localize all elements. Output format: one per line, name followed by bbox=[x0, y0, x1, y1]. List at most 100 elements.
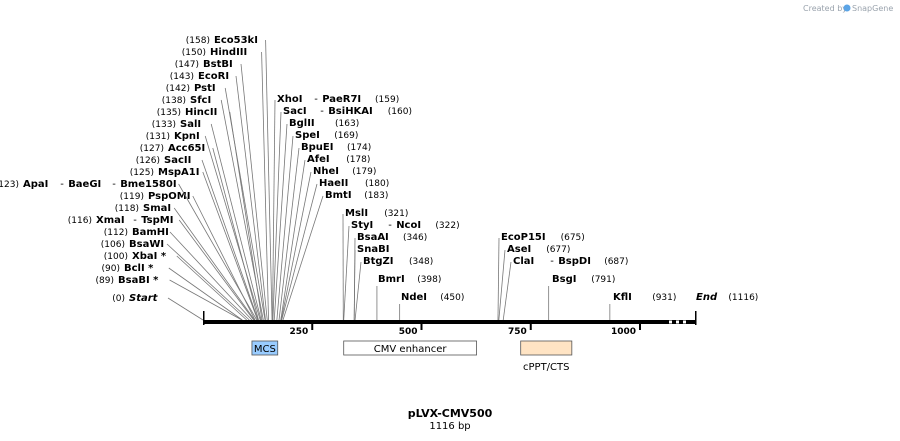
site-leader-line bbox=[201, 159, 259, 321]
site-position: (118) bbox=[115, 204, 139, 214]
site-position: (100) bbox=[104, 252, 128, 262]
site-name: SpeI bbox=[295, 130, 320, 141]
credit-prefix: Created by bbox=[803, 4, 847, 13]
site-position: (131) bbox=[146, 132, 170, 142]
site-name: NcoI bbox=[396, 220, 421, 231]
site-name: SalI bbox=[180, 119, 201, 130]
site-leader-line bbox=[166, 243, 250, 321]
ruler-tick-750 bbox=[529, 324, 532, 330]
site-start: (0) Start bbox=[112, 293, 204, 321]
site-name: KflI bbox=[613, 292, 632, 303]
site-leader-line bbox=[169, 231, 253, 321]
plasmid-length: 1116 bp bbox=[429, 421, 470, 432]
site-position: (90) bbox=[102, 264, 120, 274]
site-name: BclI * bbox=[124, 263, 154, 274]
site-name: BpuEI bbox=[301, 142, 333, 153]
site-name: TspMI bbox=[141, 215, 173, 226]
site-leader-line bbox=[273, 123, 288, 321]
site-position: (0) bbox=[112, 294, 125, 304]
site-position: (119) bbox=[120, 192, 144, 202]
ruler-tick-label-750: 750 bbox=[508, 327, 527, 337]
ruler-tick-1000 bbox=[639, 324, 641, 330]
site-kpni: (131) KpnI bbox=[146, 131, 261, 321]
site-name: SacI bbox=[283, 106, 307, 117]
site-name: Eco53kI bbox=[214, 35, 258, 46]
site-name: BmrI bbox=[378, 274, 405, 285]
site-name: ClaI bbox=[513, 256, 534, 267]
backbone-right-end bbox=[695, 311, 697, 325]
site-bmti: BmtI (183) bbox=[282, 190, 388, 321]
site-position: (116) bbox=[68, 216, 92, 226]
ruler-tick-label-500: 500 bbox=[399, 327, 418, 337]
site-apai: (123)ApaI-BaeGI-Bme1580I bbox=[0, 179, 258, 321]
site-saci: SacI - BsiHKAI (160) bbox=[272, 106, 412, 321]
site-bglii: BglII (163) bbox=[273, 118, 359, 321]
site-sali: (133) SalI bbox=[152, 119, 262, 321]
site-name: SnaBI bbox=[357, 244, 389, 255]
site-position: (1116) bbox=[728, 293, 758, 303]
site-position: (398) bbox=[417, 275, 441, 285]
site-position: (106) bbox=[101, 240, 125, 250]
site-position: (125) bbox=[130, 168, 154, 178]
feature-cmv-enhancer bbox=[343, 340, 477, 356]
site-name: HincII bbox=[185, 107, 217, 118]
site-leader-line bbox=[178, 219, 255, 321]
sequence-backbone bbox=[203, 311, 697, 325]
site-name: BsaBI * bbox=[118, 275, 159, 286]
site-sfci: (138) SfcI bbox=[162, 95, 264, 321]
site-separator: - bbox=[320, 106, 324, 117]
site-name: BmtI bbox=[325, 190, 352, 201]
site-kfli: KflI (931) bbox=[609, 292, 676, 320]
site-smai: (118) SmaI bbox=[115, 203, 255, 321]
site-position: (169) bbox=[334, 131, 358, 141]
site-name: XhoI bbox=[277, 94, 302, 105]
site-bsgi: BsgI (791) bbox=[548, 274, 615, 320]
site-position: (123) bbox=[0, 180, 19, 190]
site-leader-line bbox=[276, 135, 294, 321]
site-leader-line bbox=[204, 135, 261, 321]
site-position: (791) bbox=[591, 275, 615, 285]
site-acc65i: (127) Acc65I bbox=[140, 143, 259, 321]
site-leader-line bbox=[280, 171, 312, 321]
site-name: AfeI bbox=[307, 154, 330, 165]
site-name: SfcI bbox=[190, 95, 211, 106]
site-leader-line bbox=[272, 111, 282, 321]
site-leader-line bbox=[265, 39, 273, 321]
site-leader-line bbox=[353, 249, 356, 321]
site-position: (931) bbox=[652, 293, 676, 303]
site-name: Bme1580I bbox=[120, 179, 176, 190]
site-sacii: (126) SacII bbox=[136, 155, 259, 321]
site-name: End bbox=[696, 292, 718, 303]
site-name: SmaI bbox=[143, 203, 171, 214]
site-separator: - bbox=[388, 220, 392, 231]
site-leader-line bbox=[168, 267, 243, 321]
site-separator: - bbox=[60, 179, 64, 190]
site-position: (180) bbox=[365, 179, 389, 189]
site-name: EcoRI bbox=[198, 71, 229, 82]
site-position: (126) bbox=[136, 156, 160, 166]
site-bcli: (90) BclI * bbox=[102, 263, 243, 321]
site-leader-line bbox=[282, 195, 324, 321]
backbone-bar bbox=[203, 320, 696, 324]
site-name: XmaI bbox=[96, 215, 125, 226]
ruler-tick-250 bbox=[311, 324, 314, 330]
site-leader-line bbox=[261, 51, 269, 321]
site-leader-line bbox=[498, 249, 506, 321]
site-xmai: (116) XmaI - TspMI bbox=[68, 215, 255, 321]
site-name: BstBI bbox=[203, 59, 233, 70]
credit-brand: SnapGene bbox=[852, 4, 893, 13]
site-position: (346) bbox=[403, 233, 427, 243]
credit: Created by SnapGene bbox=[803, 4, 893, 13]
site-name: ApaI bbox=[23, 179, 48, 190]
site-end: End (1116) bbox=[696, 292, 758, 303]
site-position: (133) bbox=[152, 120, 176, 130]
site-position: (143) bbox=[170, 72, 194, 82]
backbone-left-end bbox=[203, 311, 205, 325]
feature-label-mcs: MCS bbox=[254, 344, 276, 355]
site-leader-line bbox=[281, 183, 318, 321]
site-xbai: (100) XbaI * bbox=[104, 251, 247, 321]
site-position: (138) bbox=[162, 96, 186, 106]
site-position: (142) bbox=[166, 84, 190, 94]
feature-mcs bbox=[251, 340, 279, 356]
site-position: (135) bbox=[157, 108, 181, 118]
